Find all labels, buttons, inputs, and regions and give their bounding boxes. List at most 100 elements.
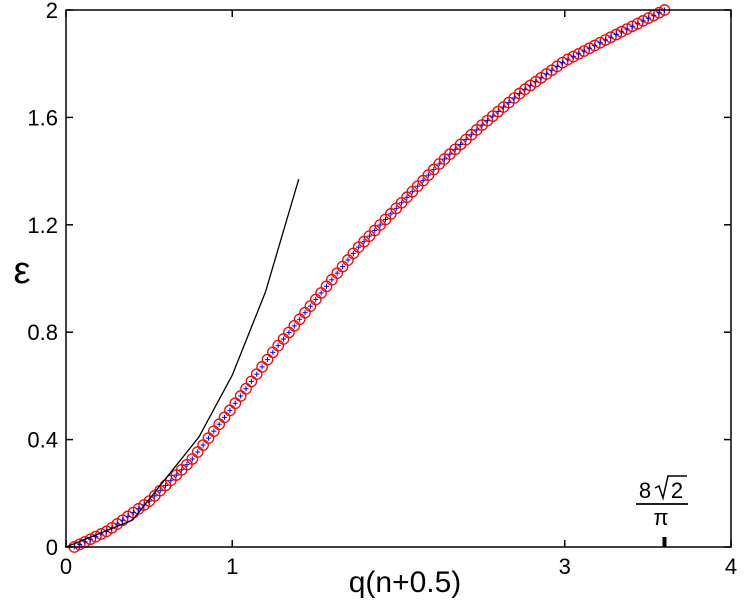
data-point-plus	[570, 54, 576, 60]
data-point-plus	[533, 79, 539, 85]
data-point-plus	[420, 178, 426, 184]
data-point-plus	[506, 100, 512, 106]
data-point-plus	[136, 506, 142, 512]
data-point-plus	[651, 12, 657, 18]
data-point-plus	[120, 517, 126, 523]
data-point-plus	[130, 510, 136, 516]
annotation-radical-sign	[654, 475, 687, 501]
axes	[65, 9, 732, 548]
data-point-plus	[640, 18, 646, 24]
data-point-plus	[152, 493, 158, 499]
data-point-plus	[436, 161, 442, 167]
data-point-plus	[157, 488, 163, 494]
data-point-circle	[637, 15, 649, 27]
data-point-plus	[517, 91, 523, 97]
data-point-plus	[527, 82, 533, 88]
data-point-plus	[345, 257, 351, 263]
data-point-circle	[562, 53, 574, 66]
data-point-plus	[635, 21, 641, 27]
data-point-plus	[576, 51, 582, 57]
data-point-plus	[597, 40, 603, 46]
annotation-numerator: 8	[639, 478, 651, 503]
data-point-circle	[631, 17, 644, 30]
data-point-plus	[399, 200, 405, 206]
data-point-plus	[232, 400, 238, 406]
data-point-plus	[254, 371, 260, 377]
data-point-plus	[227, 407, 233, 413]
data-point-plus	[372, 228, 378, 234]
data-point-plus	[511, 95, 517, 101]
data-point-plus	[538, 75, 544, 81]
data-point-plus	[613, 32, 619, 38]
data-point-plus	[479, 122, 485, 128]
data-point-circle	[599, 34, 612, 46]
data-point-plus	[543, 71, 549, 77]
data-point-circle	[572, 47, 585, 60]
data-point-plus	[205, 435, 211, 441]
annotation-denominator: π	[653, 505, 668, 530]
data-point-plus	[297, 316, 303, 322]
data-point-plus	[168, 477, 174, 483]
data-point-circle	[583, 42, 596, 55]
data-point-plus	[484, 118, 490, 124]
data-point-plus	[388, 211, 394, 217]
data-point-plus	[222, 414, 228, 420]
data-point-plus	[415, 183, 421, 189]
data-point-circle	[95, 528, 107, 540]
data-point-plus	[377, 222, 383, 228]
y-tick-label: 2	[46, 0, 58, 23]
data-point-circle	[567, 50, 580, 63]
data-point-plus	[629, 23, 635, 29]
data-point-plus	[549, 67, 555, 73]
data-point-plus	[184, 462, 190, 468]
data-point-circle	[610, 28, 623, 41]
data-point-plus	[334, 270, 340, 276]
data-point-plus	[323, 283, 329, 289]
data-point-plus	[281, 336, 287, 342]
y-axis-label: ε	[14, 250, 31, 292]
data-point-plus	[592, 43, 598, 49]
data-point-plus	[291, 323, 297, 329]
data-point-plus	[125, 513, 131, 519]
data-point-plus	[565, 56, 571, 62]
series-line	[65, 178, 300, 548]
data-point-plus	[452, 146, 458, 152]
data-point-plus	[179, 467, 185, 473]
data-point-plus	[238, 393, 244, 399]
y-tick-label: 0	[46, 535, 58, 560]
data-point-plus	[82, 539, 88, 545]
x-axis-label: q(n+0.5)	[349, 566, 462, 599]
data-point-plus	[313, 297, 319, 303]
data-point-plus	[200, 442, 206, 448]
data-point-plus	[259, 364, 265, 370]
x-tick-label: 1	[226, 554, 238, 579]
data-point-plus	[490, 113, 496, 119]
data-point-plus	[275, 343, 281, 349]
data-point-circle	[615, 25, 628, 38]
data-point-plus	[350, 250, 356, 256]
data-point-circle	[621, 23, 633, 35]
data-point-plus	[619, 29, 625, 35]
data-point-plus	[522, 86, 528, 92]
data-point-plus	[501, 104, 507, 110]
data-point-plus	[458, 141, 464, 147]
data-point-plus	[211, 428, 217, 434]
data-point-circle	[588, 39, 601, 52]
data-point-plus	[318, 290, 324, 296]
data-point-circle	[604, 31, 617, 44]
data-point-circle	[626, 20, 639, 33]
data-point-plus	[366, 233, 372, 239]
data-point-plus	[560, 60, 566, 66]
data-point-plus	[581, 48, 587, 54]
data-point-plus	[307, 303, 313, 309]
data-point-circle	[578, 45, 590, 57]
data-point-plus	[286, 329, 292, 335]
data-point-plus	[361, 239, 367, 245]
data-point-plus	[442, 156, 448, 162]
plot-area	[65, 4, 671, 553]
data-point-plus	[608, 34, 614, 40]
data-point-plus	[447, 151, 453, 157]
data-point-plus	[383, 216, 389, 222]
annotation-radicand: 2	[671, 478, 683, 503]
